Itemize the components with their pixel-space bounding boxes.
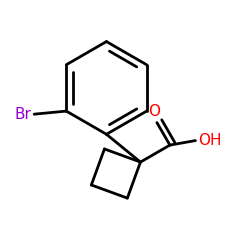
Text: OH: OH xyxy=(198,133,222,148)
Text: Br: Br xyxy=(15,107,32,122)
Text: O: O xyxy=(148,104,160,119)
